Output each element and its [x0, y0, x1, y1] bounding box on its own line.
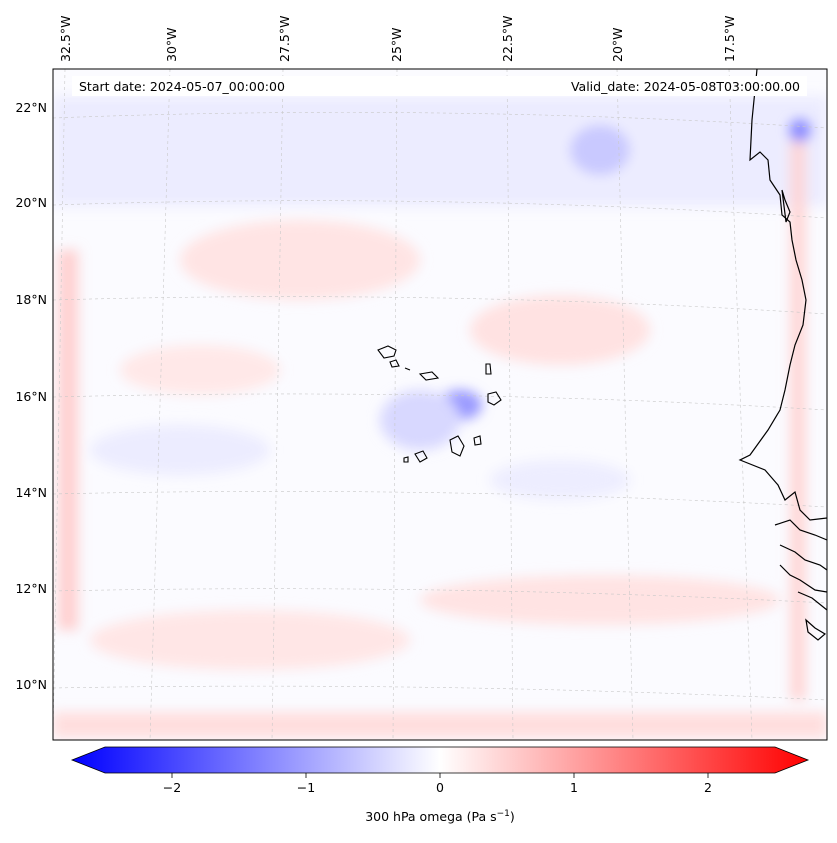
- field-blob: [90, 425, 270, 475]
- field-blob: [53, 96, 827, 206]
- island-sal: [485, 363, 492, 375]
- colorbar-tick-label: −2: [163, 780, 181, 795]
- lon-gridline: [271, 69, 284, 740]
- lat-label: 20°N: [15, 195, 47, 210]
- lon-label: 30°W: [164, 27, 179, 62]
- island-sao-vicente: [389, 359, 400, 368]
- lon-gridline: [149, 69, 171, 740]
- field-blob: [90, 610, 410, 670]
- field-blob: [58, 250, 78, 630]
- lat-label: 10°N: [15, 677, 47, 692]
- lon-gridline: [392, 69, 398, 740]
- coastline-path: [738, 69, 827, 521]
- omega-field: [53, 96, 827, 738]
- lon-gridline: [728, 69, 753, 740]
- colorbar-title: 300 hPa omega (Pa s−1): [365, 809, 515, 824]
- island-maio: [473, 435, 482, 446]
- lat-label: 22°N: [15, 100, 47, 115]
- field-blob: [490, 460, 630, 500]
- lat-label: 16°N: [15, 389, 47, 404]
- colorbar-bar: [70, 746, 810, 774]
- cape-verde-islands: [377, 345, 502, 463]
- valid-date-label: Valid_date: 2024-05-08T03:00:00.00: [571, 79, 800, 94]
- field-blob: [790, 140, 806, 700]
- field-blob: [420, 575, 780, 625]
- island-santo-antao: [377, 345, 397, 359]
- lon-label: 22.5°W: [500, 16, 515, 62]
- coastline-path: [797, 591, 827, 611]
- colorbar-ticks: −2 −1 0 1 2: [163, 773, 712, 795]
- map-panel[interactable]: Start date: 2024-05-07_00:00:00 Valid_da…: [52, 68, 828, 741]
- lat-gridline: [53, 685, 827, 701]
- coastline-path: [781, 189, 791, 223]
- coastline-path: [774, 519, 827, 541]
- lon-label: 20°W: [610, 27, 625, 62]
- lat-labels: 22°N 20°N 18°N 16°N 14°N 12°N 10°N: [15, 100, 47, 692]
- graticule: [53, 69, 827, 740]
- coastline-path: [779, 564, 827, 593]
- lat-gridline: [53, 588, 827, 604]
- island-brava: [403, 456, 409, 463]
- field-blob: [53, 712, 827, 738]
- field-blob: [180, 220, 420, 300]
- map-frame: [52, 68, 828, 741]
- island-boa-vista: [487, 391, 502, 406]
- africa-coastline: [738, 69, 827, 641]
- island-santa-luzia: [404, 367, 411, 371]
- lon-gridline: [53, 69, 66, 740]
- lat-label: 12°N: [15, 581, 47, 596]
- island-sao-nicolau: [418, 371, 440, 381]
- colorbar-tick-label: 2: [704, 780, 712, 795]
- coastline-path: [779, 544, 827, 571]
- lat-label: 14°N: [15, 485, 47, 500]
- lon-label: 17.5°W: [722, 16, 737, 62]
- colorbar-tick-label: −1: [297, 780, 315, 795]
- lat-gridline: [53, 112, 827, 129]
- start-date-label: Start date: 2024-05-07_00:00:00: [79, 79, 285, 94]
- field-blob: [788, 118, 812, 142]
- coastline-path: [805, 618, 827, 641]
- colorbar-tick-label: 1: [570, 780, 578, 795]
- lon-gridline: [616, 69, 634, 740]
- colorbar: −2 −1 0 1 2 300 hPa omega (Pa s−1): [70, 746, 810, 824]
- lat-gridline: [53, 491, 827, 508]
- field-blob: [470, 295, 650, 365]
- field-blob: [380, 390, 460, 450]
- lon-labels: 32.5°W 30°W 27.5°W 25°W 22.5°W 20°W 17.5…: [58, 16, 737, 62]
- lat-gridline: [53, 296, 827, 315]
- lat-gridline: [53, 393, 827, 411]
- island-santiago: [449, 435, 465, 457]
- header-strip: [72, 76, 807, 96]
- lon-label: 27.5°W: [277, 16, 292, 62]
- lat-gridline: [53, 200, 827, 219]
- lon-gridline: [506, 69, 514, 740]
- lat-label: 18°N: [15, 292, 47, 307]
- lon-label: 25°W: [389, 27, 404, 62]
- colorbar-tick-label: 0: [436, 780, 444, 795]
- field-blob: [570, 125, 630, 175]
- field-blob: [120, 345, 280, 395]
- lon-label: 32.5°W: [58, 16, 73, 62]
- island-fogo: [414, 450, 428, 463]
